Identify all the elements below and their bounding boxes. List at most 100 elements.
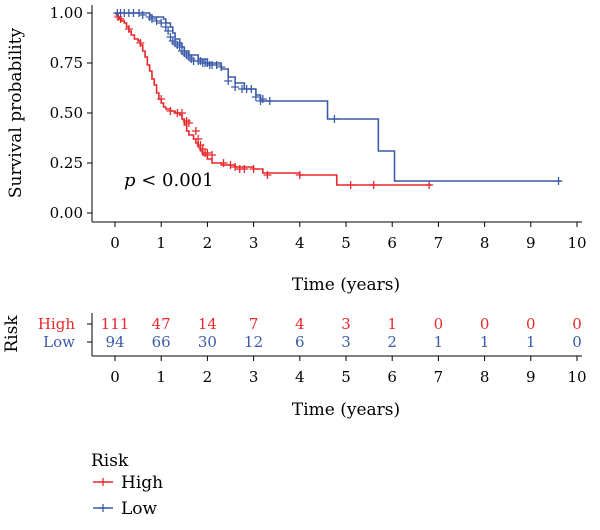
y-tick-label: 0.00 bbox=[50, 204, 83, 222]
risk-count-high: 7 bbox=[249, 315, 259, 333]
censor-mark-high bbox=[157, 95, 166, 103]
x-ticks: 0 1 2 3 4 5 6 7 8 9 10 bbox=[110, 222, 587, 252]
censor-mark-low bbox=[554, 177, 563, 185]
risk-count-high: 4 bbox=[295, 315, 305, 333]
p-symbol: p bbox=[124, 170, 136, 191]
censor-mark-high bbox=[184, 119, 193, 127]
censor-mark-low bbox=[231, 83, 240, 91]
x-tick-label: 9 bbox=[526, 234, 536, 252]
y-tick-label: 1.00 bbox=[50, 4, 83, 22]
x-axis-title: Time (years) bbox=[292, 275, 400, 295]
censor-mark-high bbox=[124, 25, 133, 33]
risk-count-high: 0 bbox=[526, 315, 536, 333]
censor-mark-low bbox=[135, 9, 144, 17]
y-tick-label: 0.75 bbox=[50, 54, 83, 72]
risk-row-label-low: Low bbox=[43, 333, 75, 351]
x-tick-label: 3 bbox=[249, 234, 259, 252]
y-tick-label: 0.25 bbox=[50, 154, 83, 172]
x-tick-label: 5 bbox=[341, 234, 351, 252]
legend-title: Risk bbox=[91, 451, 129, 471]
censor-mark-high bbox=[136, 39, 145, 47]
p-value-text: < 0.001 bbox=[136, 170, 214, 191]
risk-count-high: 3 bbox=[341, 315, 351, 333]
risk-x-ticks: 0 1 2 3 4 5 6 7 8 9 10 bbox=[110, 356, 587, 386]
risk-count-high: 14 bbox=[198, 315, 217, 333]
risk-table-title: Risk bbox=[2, 315, 22, 353]
censor-mark-high bbox=[208, 151, 217, 159]
legend-items: High Low bbox=[93, 473, 163, 519]
censor-mark-high bbox=[263, 171, 272, 179]
censor-mark-high bbox=[203, 149, 212, 157]
censor-mark-high bbox=[194, 135, 203, 143]
survival-curve-low bbox=[115, 12, 561, 182]
risk-count-low: 94 bbox=[105, 333, 124, 351]
risk-count-high: 0 bbox=[434, 315, 444, 333]
censor-mark-high bbox=[226, 161, 235, 169]
x-tick-label: 4 bbox=[295, 234, 305, 252]
risk-x-tick-label: 3 bbox=[249, 368, 259, 386]
risk-count-low: 6 bbox=[295, 333, 305, 351]
legend: Risk High Low bbox=[91, 451, 163, 519]
censor-mark-low bbox=[212, 61, 221, 69]
censor-mark-high bbox=[369, 181, 378, 189]
censor-mark-low bbox=[330, 115, 339, 123]
censor-mark-high bbox=[177, 109, 186, 117]
censor-mark-low bbox=[217, 63, 226, 71]
risk-x-tick-label: 7 bbox=[434, 368, 444, 386]
censor-mark-low bbox=[251, 93, 260, 101]
risk-row-label-high: High bbox=[38, 315, 75, 333]
survival-curves bbox=[113, 9, 563, 189]
x-tick-label: 0 bbox=[110, 234, 120, 252]
censor-mark-low bbox=[152, 17, 161, 25]
censor-mark-high bbox=[240, 165, 249, 173]
censor-mark-high bbox=[219, 159, 228, 167]
censor-mark-high bbox=[295, 171, 304, 179]
x-tick-label: 1 bbox=[156, 234, 166, 252]
y-tick-label: 0.50 bbox=[50, 104, 83, 122]
risk-count-low: 1 bbox=[434, 333, 444, 351]
legend-censor-icon bbox=[99, 478, 107, 486]
risk-count-low: 1 bbox=[526, 333, 536, 351]
x-tick-label: 8 bbox=[480, 234, 490, 252]
risk-x-tick-label: 10 bbox=[567, 368, 586, 386]
censor-mark-high bbox=[191, 127, 200, 135]
legend-label-low: Low bbox=[121, 499, 158, 519]
censor-mark-low bbox=[265, 97, 274, 105]
x-tick-label: 7 bbox=[434, 234, 444, 252]
censor-mark-low bbox=[258, 95, 267, 103]
censor-mark-low bbox=[247, 85, 256, 93]
censor-mark-high bbox=[166, 107, 175, 115]
risk-x-tick-label: 8 bbox=[480, 368, 490, 386]
censor-mark-low bbox=[164, 27, 173, 35]
risk-x-tick-label: 1 bbox=[156, 368, 166, 386]
risk-count-low: 1 bbox=[480, 333, 490, 351]
legend-label-high: High bbox=[121, 473, 163, 493]
main-plot: 0.00 0.25 0.50 0.75 1.00 0 1 2 3 4 5 6 7 8 9 10 Surviv… bbox=[6, 4, 587, 295]
censor-mark-high bbox=[249, 165, 258, 173]
risk-x-tick-label: 6 bbox=[387, 368, 397, 386]
y-ticks: 0.00 0.25 0.50 0.75 1.00 bbox=[50, 4, 92, 222]
x-tick-label: 10 bbox=[567, 234, 586, 252]
censor-mark-low bbox=[224, 77, 233, 85]
risk-x-tick-label: 2 bbox=[203, 368, 213, 386]
risk-count-high: 111 bbox=[101, 315, 130, 333]
risk-count-high: 1 bbox=[387, 315, 397, 333]
censor-mark-high bbox=[346, 181, 355, 189]
p-value-annotation: p < 0.001 bbox=[124, 170, 214, 191]
x-tick-label: 2 bbox=[203, 234, 213, 252]
risk-count-high: 0 bbox=[572, 315, 582, 333]
y-axis-title: Survival probability bbox=[6, 27, 26, 198]
risk-count-high: 47 bbox=[152, 315, 171, 333]
legend-censor-icon bbox=[99, 504, 107, 512]
censor-mark-low bbox=[147, 15, 156, 23]
risk-count-low: 0 bbox=[572, 333, 582, 351]
risk-count-low: 30 bbox=[198, 333, 217, 351]
x-tick-label: 6 bbox=[387, 234, 397, 252]
censor-mark-high bbox=[425, 181, 434, 189]
risk-x-tick-label: 5 bbox=[341, 368, 351, 386]
censor-mark-low bbox=[138, 11, 147, 19]
censor-mark-high bbox=[231, 163, 240, 171]
risk-count-high: 0 bbox=[480, 315, 490, 333]
